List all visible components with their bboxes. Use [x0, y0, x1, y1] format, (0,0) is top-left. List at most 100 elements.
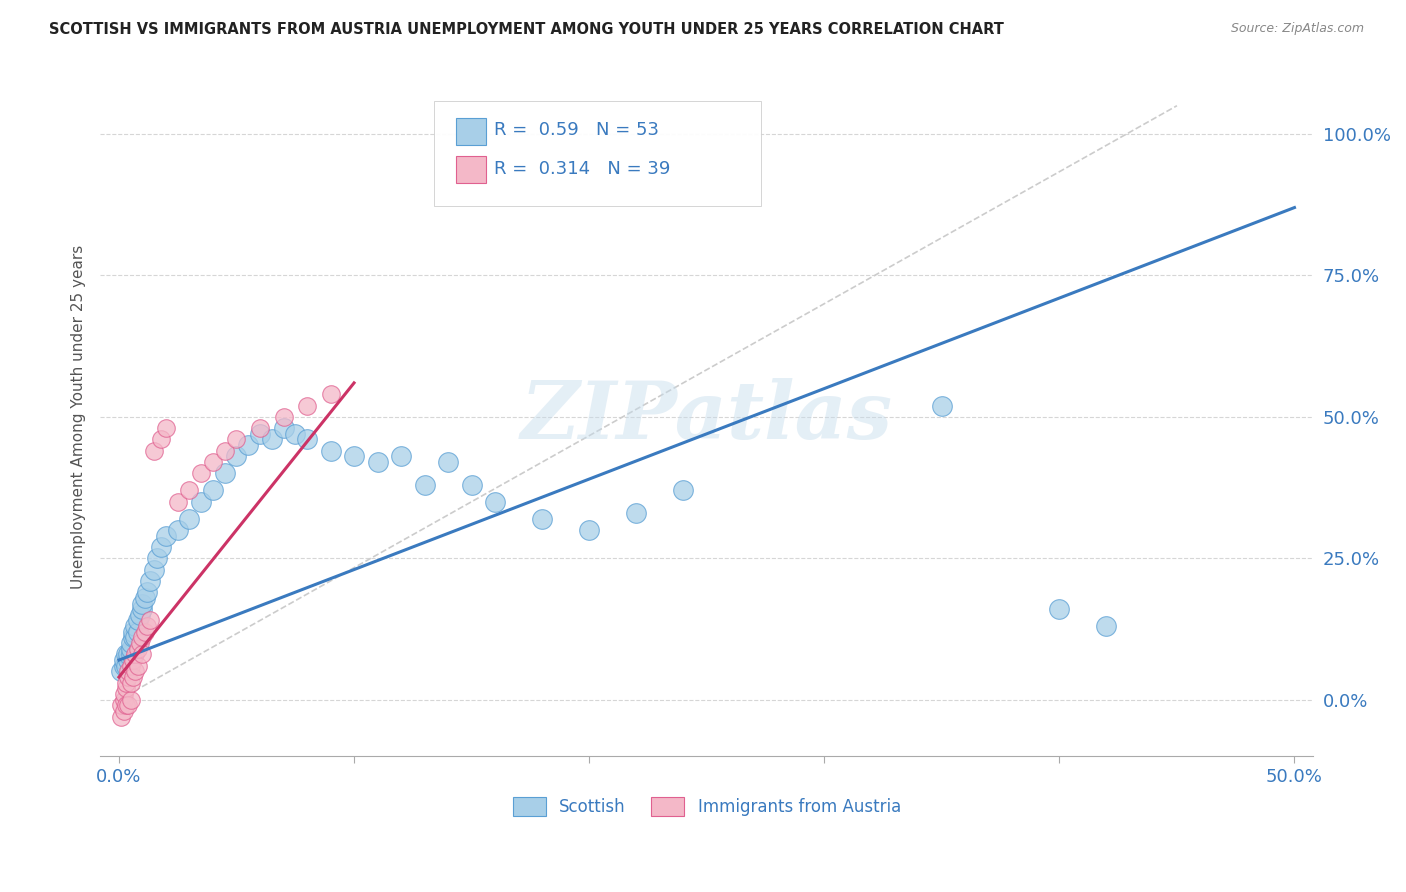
Point: [122, 631, 145, 645]
Point: [273, 409, 295, 424]
Point: [578, 523, 600, 537]
Point: [122, 624, 145, 639]
Text: R =  0.59   N = 53: R = 0.59 N = 53: [495, 121, 659, 139]
Point: [131, 648, 153, 662]
Point: [124, 619, 146, 633]
Point: [460, 477, 482, 491]
Point: [190, 494, 212, 508]
Point: [214, 467, 236, 481]
Point: [389, 450, 412, 464]
Point: [110, 665, 132, 679]
Point: [115, 698, 138, 713]
FancyBboxPatch shape: [456, 155, 486, 183]
Point: [138, 574, 160, 588]
Text: R =  0.314   N = 39: R = 0.314 N = 39: [495, 160, 671, 178]
Point: [319, 387, 342, 401]
Point: [117, 698, 139, 713]
Point: [127, 624, 149, 639]
Point: [284, 426, 307, 441]
Point: [190, 467, 212, 481]
Point: [150, 540, 173, 554]
FancyBboxPatch shape: [433, 101, 761, 206]
Point: [295, 399, 318, 413]
Legend: Scottish, Immigrants from Austria: Scottish, Immigrants from Austria: [506, 790, 907, 822]
Point: [115, 681, 138, 696]
Point: [117, 653, 139, 667]
Point: [238, 438, 260, 452]
Point: [273, 421, 295, 435]
Point: [115, 675, 138, 690]
Point: [120, 692, 142, 706]
Point: [201, 483, 224, 498]
Point: [131, 597, 153, 611]
Point: [484, 494, 506, 508]
Point: [531, 511, 554, 525]
Point: [134, 624, 156, 639]
Point: [115, 658, 138, 673]
Point: [179, 511, 201, 525]
Y-axis label: Unemployment Among Youth under 25 years: Unemployment Among Youth under 25 years: [72, 244, 86, 589]
Point: [110, 698, 132, 713]
Point: [120, 658, 142, 673]
Point: [117, 670, 139, 684]
Point: [179, 483, 201, 498]
Point: [110, 709, 132, 723]
Point: [136, 585, 159, 599]
Point: [143, 563, 166, 577]
Point: [931, 399, 953, 413]
Point: [150, 433, 173, 447]
Point: [1047, 602, 1070, 616]
Point: [624, 506, 647, 520]
Point: [131, 631, 153, 645]
Point: [120, 641, 142, 656]
Point: [249, 421, 271, 435]
Point: [143, 443, 166, 458]
Point: [166, 494, 188, 508]
Point: [134, 591, 156, 605]
Point: [166, 523, 188, 537]
Point: [260, 433, 283, 447]
Point: [155, 528, 177, 542]
Point: [201, 455, 224, 469]
Point: [115, 648, 138, 662]
Point: [145, 551, 167, 566]
Point: [112, 687, 135, 701]
Point: [120, 675, 142, 690]
Point: [295, 433, 318, 447]
Text: ZIPatlas: ZIPatlas: [520, 378, 893, 456]
Point: [225, 450, 247, 464]
Point: [112, 658, 135, 673]
Point: [112, 653, 135, 667]
Point: [120, 636, 142, 650]
Point: [249, 426, 271, 441]
Point: [343, 450, 366, 464]
Point: [127, 658, 149, 673]
Point: [122, 653, 145, 667]
Point: [127, 641, 149, 656]
Point: [214, 443, 236, 458]
Point: [131, 602, 153, 616]
Point: [129, 636, 152, 650]
Point: [112, 704, 135, 718]
Point: [124, 665, 146, 679]
Text: SCOTTISH VS IMMIGRANTS FROM AUSTRIA UNEMPLOYMENT AMONG YOUTH UNDER 25 YEARS CORR: SCOTTISH VS IMMIGRANTS FROM AUSTRIA UNEM…: [49, 22, 1004, 37]
Point: [122, 670, 145, 684]
Point: [127, 614, 149, 628]
Point: [672, 483, 695, 498]
Point: [319, 443, 342, 458]
Point: [138, 614, 160, 628]
Point: [112, 692, 135, 706]
Point: [155, 421, 177, 435]
Text: Source: ZipAtlas.com: Source: ZipAtlas.com: [1230, 22, 1364, 36]
Point: [117, 648, 139, 662]
Point: [124, 631, 146, 645]
Point: [437, 455, 460, 469]
Point: [120, 648, 142, 662]
Point: [129, 607, 152, 622]
Point: [225, 433, 247, 447]
Point: [117, 665, 139, 679]
Point: [1095, 619, 1118, 633]
Point: [136, 619, 159, 633]
Point: [124, 648, 146, 662]
FancyBboxPatch shape: [456, 118, 486, 145]
